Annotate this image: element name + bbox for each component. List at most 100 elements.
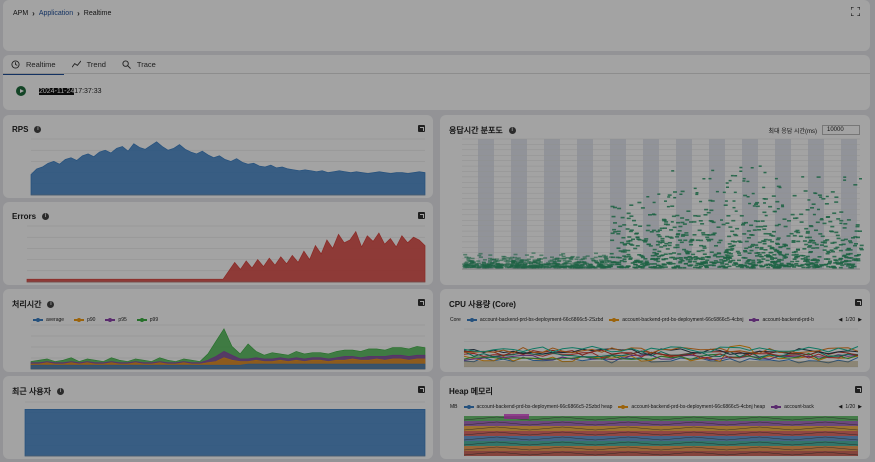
heat-cell (569, 256, 574, 259)
heat-cell (659, 227, 664, 230)
heat-cell (471, 266, 476, 268)
heat-cell (680, 190, 685, 193)
heat-cell (536, 262, 541, 264)
heat-cell (750, 243, 755, 246)
heat-cell (735, 227, 740, 230)
legend-item[interactable]: p90 (74, 317, 95, 323)
heat-cell (758, 260, 763, 263)
heat-cell (781, 204, 784, 206)
heat-cell (675, 244, 680, 246)
heat-cell (532, 265, 537, 267)
heat-cell (737, 254, 742, 256)
heat-cell (487, 261, 492, 263)
info-icon[interactable]: i (57, 388, 65, 395)
heat-cell (855, 254, 860, 257)
fullscreen-icon[interactable] (851, 7, 860, 16)
heat-cell (667, 242, 672, 244)
heat-cell (462, 265, 467, 268)
heat-cell (716, 226, 721, 228)
heat-cell (743, 194, 748, 197)
play-icon[interactable] (16, 86, 26, 96)
heat-cell (606, 264, 611, 266)
external-link-icon[interactable] (418, 386, 425, 393)
legend-item[interactable]: average (33, 317, 64, 323)
legend-item[interactable]: account-backend-prd-bs-deployment-66c686… (463, 404, 612, 410)
external-link-icon[interactable] (855, 386, 862, 393)
heat-cell (859, 248, 864, 251)
heat-cell (506, 257, 511, 259)
heat-cell (811, 240, 816, 242)
heat-cell (487, 266, 492, 269)
breadcrumb-apm[interactable]: APM (13, 10, 29, 17)
heat-cell (582, 266, 587, 268)
legend-item[interactable]: account-backend-prd-b (749, 317, 814, 323)
chevron-right-icon[interactable]: ▶ (858, 317, 862, 323)
heat-cell (583, 261, 588, 264)
legend-item[interactable]: p95 (105, 317, 127, 323)
heat-cell (806, 264, 811, 266)
heat-cell (854, 259, 859, 262)
heat-cell (482, 266, 486, 269)
errors-panel: Errors i (3, 202, 433, 285)
breadcrumb-application[interactable]: Application (38, 10, 74, 17)
heat-cell (784, 256, 788, 259)
max-response-input[interactable]: 10000 (822, 125, 860, 135)
chevron-left-icon[interactable]: ◀ (838, 317, 843, 323)
heat-cell (490, 258, 495, 261)
heat-cell (495, 260, 500, 262)
info-icon[interactable]: i (508, 127, 516, 134)
external-link-icon[interactable] (418, 125, 425, 132)
heat-cell (510, 256, 514, 259)
heat-cell (602, 259, 607, 262)
heat-cell (775, 238, 780, 241)
heat-cell (466, 259, 471, 262)
external-link-icon[interactable] (418, 212, 425, 219)
heat-cell (667, 196, 671, 198)
heat-cell (553, 261, 557, 263)
heat-cell (718, 239, 723, 242)
chevron-left-icon[interactable]: ◀ (838, 404, 843, 410)
info-icon[interactable]: i (47, 301, 55, 308)
heat-cell (543, 257, 548, 259)
heat-cell (604, 258, 609, 261)
panel-title: 최근 사용자 i (12, 386, 65, 397)
heat-cell (808, 225, 813, 227)
heat-cell (684, 232, 689, 234)
heat-cell (626, 249, 631, 252)
legend-item[interactable]: p99 (136, 317, 158, 323)
chevron-right-icon[interactable]: ▶ (858, 404, 862, 410)
heat-cell (643, 258, 648, 260)
heat-cell (716, 261, 721, 263)
legend-item[interactable]: account-backend-prd-bs-deployment-66c686… (618, 404, 765, 410)
heat-cell (535, 259, 540, 261)
heat-cell (505, 264, 509, 267)
heat-cell (786, 262, 791, 265)
legend-item[interactable]: account-backend-prd-bs-deployment-66c686… (466, 317, 603, 323)
external-link-icon[interactable] (855, 299, 862, 306)
heat-cell (488, 254, 493, 256)
heat-cell (825, 252, 830, 255)
legend-item[interactable]: account-back (771, 404, 814, 410)
info-icon[interactable]: i (42, 213, 50, 220)
heap-series-line (463, 426, 859, 431)
panel-title: 응답시간 분포도 i (449, 125, 516, 136)
tab-trace[interactable]: Trace (114, 55, 164, 73)
heat-cell (781, 264, 786, 266)
heat-cell (490, 262, 495, 264)
heat-cell (835, 261, 840, 264)
heat-cell (505, 259, 510, 261)
info-icon[interactable]: i (34, 126, 42, 133)
legend-item[interactable]: account-backend-prd-bs-deployment-66c686… (609, 317, 743, 323)
tab-realtime[interactable]: Realtime (3, 55, 64, 75)
heat-cell (801, 176, 805, 178)
heat-cell (474, 264, 479, 266)
tab-trend[interactable]: Trend (64, 55, 114, 73)
heat-cell (859, 244, 864, 247)
heat-cell (734, 234, 739, 237)
heat-cell (476, 265, 481, 267)
heat-cell (826, 265, 831, 268)
heat-cell (764, 254, 769, 257)
heat-cell (773, 261, 778, 263)
external-link-icon[interactable] (418, 299, 425, 306)
heat-cell (772, 262, 777, 265)
